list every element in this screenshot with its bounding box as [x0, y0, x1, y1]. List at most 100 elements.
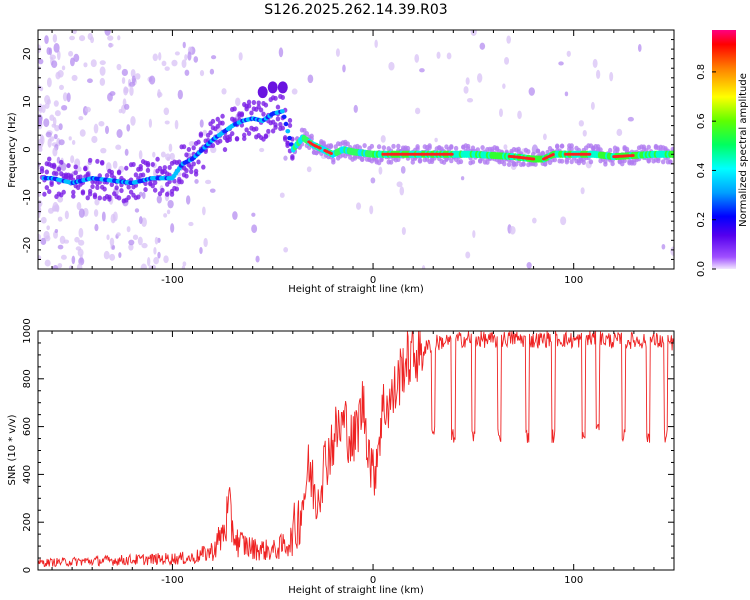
- ridge-halo: [569, 159, 574, 165]
- ridge-halo: [152, 180, 158, 186]
- noise-speckle: [251, 212, 256, 217]
- noise-speckle: [279, 192, 285, 198]
- noise-speckle: [400, 165, 406, 174]
- noise-speckle: [78, 227, 84, 238]
- noise-speckle: [177, 89, 183, 100]
- ridge-halo: [191, 145, 196, 151]
- noise-speckle: [157, 89, 161, 99]
- noise-speckle: [75, 246, 82, 251]
- noise-speckle: [157, 251, 161, 259]
- colorbar-tick-label: 0.6: [696, 113, 707, 129]
- ridge-halo: [196, 159, 201, 165]
- noise-speckle: [396, 181, 403, 188]
- ridge-halo: [177, 159, 182, 165]
- noise-speckle: [174, 51, 180, 56]
- noise-speckle: [68, 50, 74, 57]
- x-tick-label: 100: [564, 575, 583, 586]
- noise-speckle: [532, 217, 537, 224]
- noise-speckle: [44, 35, 49, 45]
- ridge-halo: [603, 158, 608, 164]
- noise-speckle: [99, 60, 106, 66]
- noise-speckle: [465, 251, 471, 259]
- colorbar-tick-label: 0.0: [696, 261, 707, 277]
- ridge-halo: [278, 121, 283, 127]
- ridge-halo: [92, 194, 98, 200]
- side-band-blob: [257, 86, 268, 99]
- ridge-halo: [581, 159, 586, 165]
- noise-speckle: [128, 239, 135, 246]
- ridge-peak: [588, 152, 592, 156]
- ridge-peak: [318, 146, 322, 150]
- noise-speckle: [380, 135, 386, 143]
- ridge-halo: [381, 145, 387, 151]
- noise-speckle: [592, 58, 598, 68]
- x-tick-label: 0: [370, 275, 376, 286]
- ridge-halo: [73, 164, 78, 170]
- ridge-halo: [215, 123, 220, 129]
- noise-speckle: [388, 61, 395, 71]
- ridge-halo: [287, 117, 293, 123]
- noise-speckle: [205, 179, 212, 185]
- noise-speckle: [542, 133, 547, 141]
- ridge-halo: [480, 145, 485, 151]
- spectrogram-heatmap: [38, 30, 674, 269]
- noise-speckle: [71, 140, 76, 145]
- noise-speckle: [51, 60, 58, 69]
- colorbar-tick-label: 0.8: [696, 64, 707, 80]
- noise-speckle: [129, 86, 134, 96]
- noise-speckle: [185, 195, 191, 205]
- noise-speckle: [64, 210, 69, 220]
- ridge-halo: [138, 164, 143, 170]
- noise-speckle: [68, 136, 72, 141]
- ridge-halo: [220, 113, 225, 119]
- ridge-halo: [119, 188, 124, 194]
- ridge-halo: [114, 185, 119, 191]
- noise-speckle: [76, 202, 82, 211]
- colorbar-tick-label: 0.2: [696, 212, 707, 228]
- colorbar: 0.0 0.2 0.4 0.6 0.8 Normalized spectral ampl…: [696, 30, 749, 277]
- noise-speckle: [83, 62, 88, 68]
- noise-speckle: [169, 152, 175, 160]
- ridge-halo: [59, 159, 64, 165]
- ridge-halo: [95, 185, 100, 191]
- noise-speckle: [401, 227, 406, 236]
- noise-speckle: [126, 124, 131, 132]
- ridge-halo: [239, 111, 245, 117]
- side-band-blob: [277, 81, 288, 94]
- ridge-halo: [109, 169, 115, 175]
- ridge-halo: [116, 195, 122, 201]
- noise-speckle: [66, 92, 71, 103]
- noise-speckle: [70, 155, 75, 164]
- ridge-halo: [155, 156, 160, 162]
- ridge-halo: [136, 194, 141, 200]
- ridge-halo: [78, 174, 83, 180]
- ridge-halo: [362, 143, 367, 149]
- noise-speckle: [566, 50, 571, 57]
- noise-speckle: [414, 107, 421, 115]
- noise-speckle: [153, 247, 157, 255]
- ridge-halo: [222, 147, 228, 153]
- noise-speckle: [134, 73, 141, 80]
- ridge-halo: [181, 144, 187, 150]
- noise-speckle: [378, 166, 383, 175]
- noise-speckle: [154, 236, 159, 245]
- noise-speckle: [124, 148, 129, 156]
- ridge-halo: [552, 157, 558, 163]
- noise-speckle: [356, 202, 362, 210]
- snr-xlabel: Height of straight line (km): [288, 585, 424, 596]
- ridge-halo: [559, 143, 565, 149]
- ridge-halo: [145, 167, 151, 173]
- noise-speckle: [56, 50, 61, 61]
- noise-speckle: [71, 74, 78, 82]
- ridge-halo: [475, 147, 480, 153]
- noise-speckle: [582, 129, 587, 137]
- side-band-blob: [267, 81, 278, 94]
- noise-speckle: [41, 104, 46, 114]
- noise-speckle: [106, 234, 110, 241]
- ridge-halo: [470, 145, 476, 151]
- ridge-halo: [256, 100, 261, 106]
- noise-speckle: [121, 68, 128, 77]
- ridge-halo: [210, 143, 216, 149]
- ridge-halo: [360, 156, 365, 162]
